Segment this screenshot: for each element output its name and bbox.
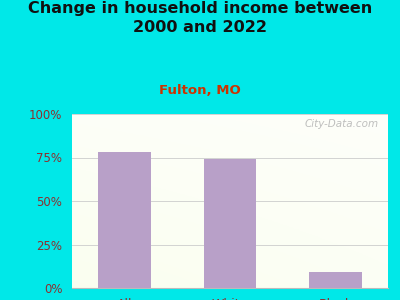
Text: Change in household income between
2000 and 2022: Change in household income between 2000 … bbox=[28, 2, 372, 35]
Bar bbox=[309, 272, 362, 288]
Bar bbox=[98, 152, 151, 288]
Bar bbox=[204, 159, 256, 288]
Text: Fulton, MO: Fulton, MO bbox=[159, 84, 241, 97]
Text: City-Data.com: City-Data.com bbox=[304, 119, 378, 129]
